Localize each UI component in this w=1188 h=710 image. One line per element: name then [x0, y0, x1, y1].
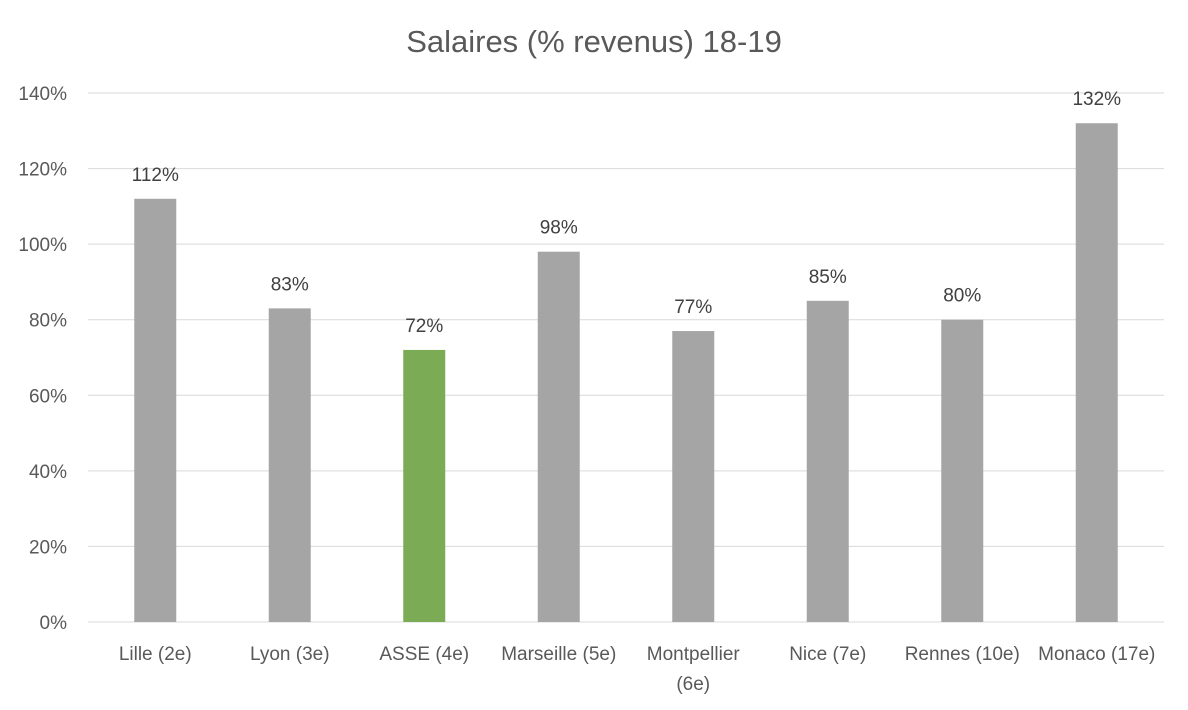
- data-label: 85%: [809, 267, 847, 288]
- data-label: 132%: [1072, 89, 1121, 110]
- bar-0: [134, 198, 177, 623]
- x-axis-categories: Lille (2e) Lyon (3e) ASSE (4e) Marseille (5…: [119, 644, 1156, 695]
- data-label: 72%: [405, 316, 443, 337]
- y-axis-ticks: 0% 20% 40% 60% 80% 100% 120% 140%: [18, 84, 67, 634]
- data-label: 112%: [132, 165, 179, 186]
- gridlines: [88, 92, 1164, 623]
- bar-7: [1075, 123, 1118, 622]
- data-label: 83%: [271, 274, 309, 295]
- x-category-label: Lyon (3e): [250, 644, 330, 665]
- bar-6: [941, 319, 984, 622]
- x-category-label: Monaco (17e): [1038, 644, 1155, 665]
- chart-title: Salaires (% revenus) 18-19: [406, 24, 782, 59]
- x-category-label: Lille (2e): [119, 644, 192, 665]
- data-label: 77%: [674, 297, 712, 318]
- y-tick-label: 60%: [29, 386, 67, 407]
- data-label: 98%: [540, 218, 578, 239]
- y-tick-label: 100%: [18, 235, 67, 256]
- x-category-label: Montpellier: [647, 644, 741, 665]
- bar-1: [268, 308, 311, 622]
- x-category-label: Marseille (5e): [501, 644, 616, 665]
- y-tick-label: 80%: [29, 311, 67, 332]
- bar-2: [403, 349, 446, 622]
- x-category-label: ASSE (4e): [379, 644, 469, 665]
- x-category-label: Nice (7e): [789, 644, 866, 665]
- y-tick-label: 0%: [40, 613, 68, 634]
- bars: [134, 123, 1118, 623]
- x-category-label: (6e): [676, 674, 710, 695]
- data-labels: 112% 83% 72% 98% 77% 85% 80% 132%: [132, 89, 1121, 337]
- bar-4: [672, 331, 715, 622]
- x-category-label: Rennes (10e): [905, 644, 1020, 665]
- data-label: 80%: [943, 286, 981, 307]
- bar-3: [537, 251, 580, 622]
- bar-5: [806, 300, 849, 622]
- y-tick-label: 120%: [18, 160, 67, 181]
- y-tick-label: 140%: [18, 84, 67, 105]
- y-tick-label: 40%: [29, 462, 67, 483]
- y-tick-label: 20%: [29, 537, 67, 558]
